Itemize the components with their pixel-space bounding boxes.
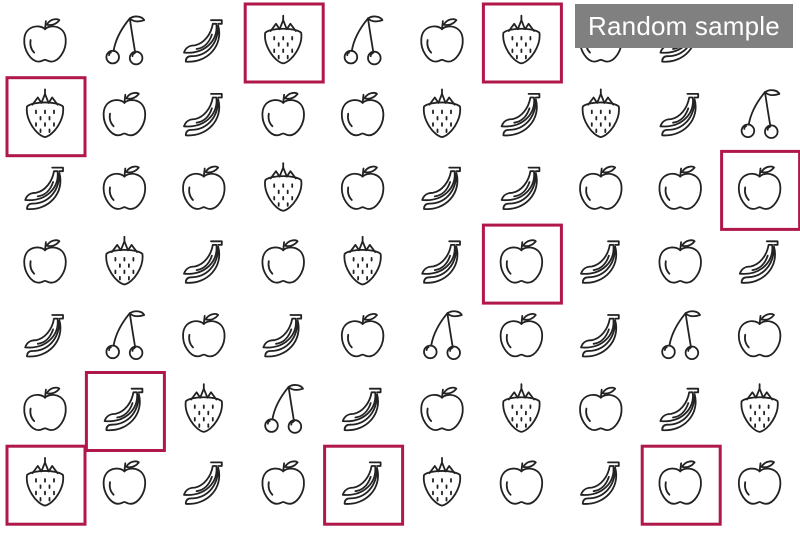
- strawberry-icon: [503, 16, 539, 64]
- apple-icon: [580, 388, 622, 430]
- sample-highlight-box: [243, 2, 325, 84]
- banana-icon: [660, 389, 698, 431]
- strawberry-icon: [503, 384, 539, 432]
- cherry-icon: [662, 311, 700, 359]
- strawberry-icon: [265, 16, 301, 64]
- random-sample-label: Random sample: [575, 4, 793, 48]
- banana-icon: [502, 168, 540, 210]
- cherry-icon: [345, 16, 383, 64]
- sample-highlight-box: [481, 223, 563, 305]
- apple-icon: [659, 461, 701, 503]
- apple-icon: [501, 461, 543, 503]
- banana-icon: [184, 462, 222, 504]
- apple-icon: [104, 93, 146, 135]
- strawberry-icon: [583, 89, 619, 137]
- apple-icon: [342, 167, 384, 209]
- apple-icon: [739, 461, 781, 503]
- banana-icon: [502, 94, 540, 136]
- banana-icon: [105, 389, 143, 431]
- banana-icon: [581, 241, 619, 283]
- apple-icon: [501, 314, 543, 356]
- strawberry-icon: [741, 384, 777, 432]
- banana-icon: [343, 389, 381, 431]
- apple-icon: [739, 314, 781, 356]
- apple-icon: [501, 240, 543, 282]
- cherry-icon: [106, 16, 144, 64]
- apple-icon: [342, 314, 384, 356]
- apple-icon: [421, 388, 463, 430]
- sample-highlight-box: [481, 2, 563, 84]
- banana-icon: [581, 315, 619, 357]
- strawberry-icon: [424, 89, 460, 137]
- apple-icon: [24, 19, 66, 61]
- cherry-icon: [742, 90, 780, 138]
- apple-icon: [659, 167, 701, 209]
- cherry-icon: [265, 385, 303, 433]
- apple-icon: [421, 19, 463, 61]
- banana-icon: [422, 168, 460, 210]
- banana-icon: [184, 20, 222, 62]
- apple-icon: [262, 93, 304, 135]
- cherry-icon: [424, 311, 462, 359]
- strawberry-icon: [106, 237, 142, 285]
- strawberry-icon: [27, 458, 63, 506]
- banana-icon: [660, 94, 698, 136]
- strawberry-icon: [186, 384, 222, 432]
- apple-icon: [262, 240, 304, 282]
- apple-icon: [659, 240, 701, 282]
- banana-icon: [184, 94, 222, 136]
- apple-icon: [104, 167, 146, 209]
- sample-highlight-box: [5, 76, 87, 158]
- apple-icon: [183, 167, 225, 209]
- cherry-icon: [106, 311, 144, 359]
- sample-highlight-box: [323, 444, 405, 526]
- apple-icon: [183, 314, 225, 356]
- banana-icon: [581, 462, 619, 504]
- apple-icon: [739, 167, 781, 209]
- strawberry-icon: [265, 163, 301, 211]
- apple-icon: [580, 167, 622, 209]
- banana-icon: [184, 241, 222, 283]
- apple-icon: [104, 461, 146, 503]
- strawberry-icon: [344, 237, 380, 285]
- apple-icon: [262, 461, 304, 503]
- banana-icon: [25, 168, 63, 210]
- banana-icon: [343, 462, 381, 504]
- banana-icon: [25, 315, 63, 357]
- sample-highlight-box: [720, 149, 800, 231]
- apple-icon: [24, 240, 66, 282]
- sample-highlight-box: [5, 444, 87, 526]
- sample-highlight-box: [640, 444, 722, 526]
- strawberry-icon: [27, 89, 63, 137]
- banana-icon: [422, 241, 460, 283]
- apple-icon: [24, 388, 66, 430]
- apple-icon: [342, 93, 384, 135]
- strawberry-icon: [424, 458, 460, 506]
- banana-icon: [263, 315, 301, 357]
- sample-highlight-box: [84, 371, 166, 452]
- banana-icon: [740, 241, 778, 283]
